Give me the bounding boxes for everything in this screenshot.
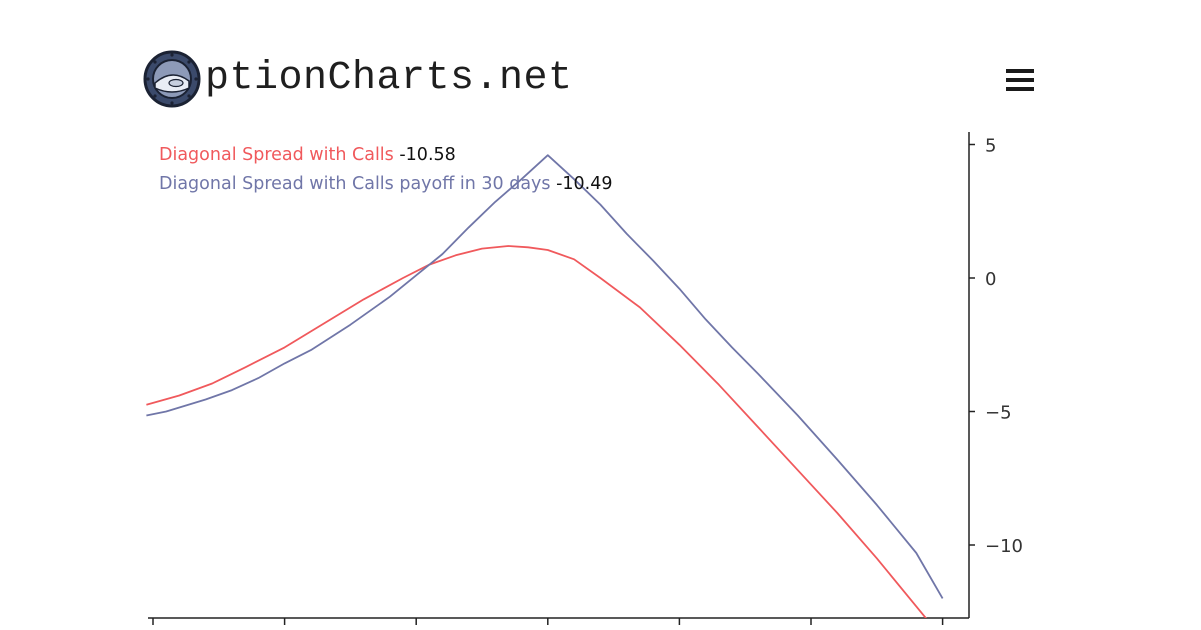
y-tick-label: 5 [985, 136, 996, 157]
menu-bar [1006, 87, 1034, 91]
chart-legend: Diagonal Spread with Calls -10.58 Diagon… [159, 141, 613, 199]
legend-label-series2: Diagonal Spread with Calls payoff in 30 … [159, 174, 551, 194]
brand-name[interactable]: ptionCharts.net [205, 56, 573, 101]
hamburger-menu-icon[interactable] [1006, 69, 1034, 93]
series-line-2[interactable] [146, 154, 944, 599]
legend-value-series2: -10.49 [556, 174, 613, 194]
site-header: ptionCharts.net [143, 50, 573, 108]
legend-entry-series2: Diagonal Spread with Calls payoff in 30 … [159, 170, 613, 199]
menu-bar [1006, 78, 1034, 82]
logo-icon[interactable] [143, 50, 201, 108]
y-tick-label: −5 [985, 403, 1012, 424]
y-tick-label: −10 [985, 536, 1023, 557]
y-tick-label: 0 [985, 269, 996, 290]
menu-bar [1006, 69, 1034, 73]
series-line-1[interactable] [146, 245, 942, 630]
legend-label-series1: Diagonal Spread with Calls [159, 145, 394, 165]
legend-entry-series1: Diagonal Spread with Calls -10.58 [159, 141, 613, 170]
legend-value-series1: -10.58 [399, 145, 456, 165]
